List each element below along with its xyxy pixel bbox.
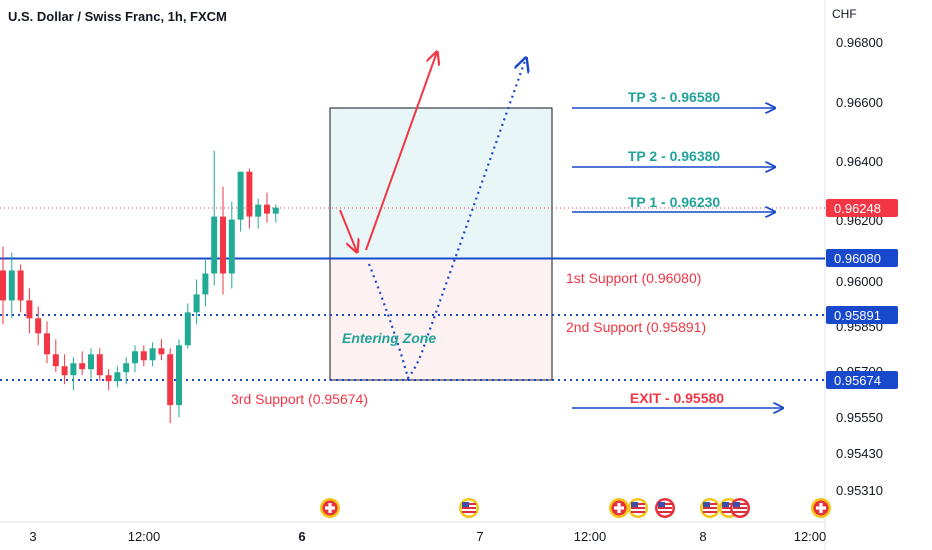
us-flag-icon[interactable] [730,498,750,518]
us-flag-icon[interactable] [459,498,479,518]
candle-body [184,312,191,346]
candle-body [79,363,86,370]
candle-body [176,345,182,406]
x-tick: 6 [298,529,305,544]
swiss-flag-icon[interactable] [811,498,831,518]
y-tick: 0.95310 [836,483,883,498]
tp1-label: TP 1 - 0.96230 [628,194,721,210]
candle-body [88,354,94,370]
x-tick: 7 [476,529,483,544]
exit-label: EXIT - 0.95580 [630,390,724,406]
candle-body [26,300,33,319]
candle-body [149,348,156,361]
candle-body [132,351,138,364]
price-tag-support-2: 0.95891 [826,306,898,324]
chart-title: U.S. Dollar / Swiss Franc, 1h, FXCM [8,9,227,24]
y-tick: 0.96400 [836,154,883,169]
y-tick: 0.96000 [836,274,883,289]
candle-body [237,171,244,220]
candle-body [272,207,279,214]
candle-body [8,270,15,301]
y-tick: 0.95430 [836,446,883,461]
support-2-label: 2nd Support (0.95891) [566,319,706,335]
target-zone-box [329,107,553,259]
us-flag-icon[interactable] [655,498,675,518]
candle-body [140,351,147,361]
x-tick: 12:00 [128,529,161,544]
pullback-arrow [339,209,357,252]
event-icons [320,498,831,518]
price-tag-label: 0.96248 [834,201,881,216]
support-3-label: 3rd Support (0.95674) [231,391,368,407]
candle-body [105,375,112,382]
swiss-flag-icon[interactable] [320,498,340,518]
candle-body [123,363,130,373]
alternate-path-arrow [367,58,526,381]
x-tick: 12:00 [794,529,827,544]
x-tick: 3 [29,529,36,544]
currency-label: CHF [832,7,857,21]
candles-group [0,150,279,424]
support-1-label: 1st Support (0.96080) [566,270,701,286]
candle-body [264,204,270,214]
candle-body [0,270,6,301]
x-tick: 8 [699,529,706,544]
candle-body [220,216,226,274]
y-tick: 0.96800 [836,35,883,50]
candle-body [211,216,218,274]
y-tick: 0.95550 [836,410,883,425]
tp3-label: TP 3 - 0.96580 [628,89,721,105]
bullish-target-arrow [365,52,437,251]
candle-body [70,363,77,376]
candle-body [44,333,50,355]
us-flag-icon[interactable] [700,498,720,518]
us-flag-icon[interactable] [628,498,648,518]
candle-body [96,354,103,376]
candle-body [202,273,209,295]
candle-body [246,171,253,217]
candle-body [255,204,262,217]
x-axis: 3 12:00 6 7 12:00 8 12:00 [29,529,826,544]
price-tag-support-3: 0.95674 [826,371,898,389]
swiss-flag-icon[interactable] [609,498,629,518]
x-tick: 12:00 [574,529,607,544]
candle-body [35,318,42,334]
y-tick: 0.96600 [836,95,883,110]
candle-body [167,354,174,406]
tp2-label: TP 2 - 0.96380 [628,148,721,164]
candle-body [158,348,165,355]
price-tag-label: 0.95674 [834,373,881,388]
candle-body [17,270,24,301]
price-tag-label: 0.96080 [834,251,881,266]
candle-body [52,354,59,367]
entering-zone-label: Entering Zone [342,330,436,346]
price-tag-support-1: 0.96080 [826,249,898,267]
price-tag-current: 0.96248 [826,199,898,217]
candle-body [61,366,68,376]
price-tag-label: 0.95891 [834,308,881,323]
candle-body [228,219,235,274]
candle-body [193,294,200,313]
candle-body [114,372,121,382]
entry-zone-box [329,258,553,381]
